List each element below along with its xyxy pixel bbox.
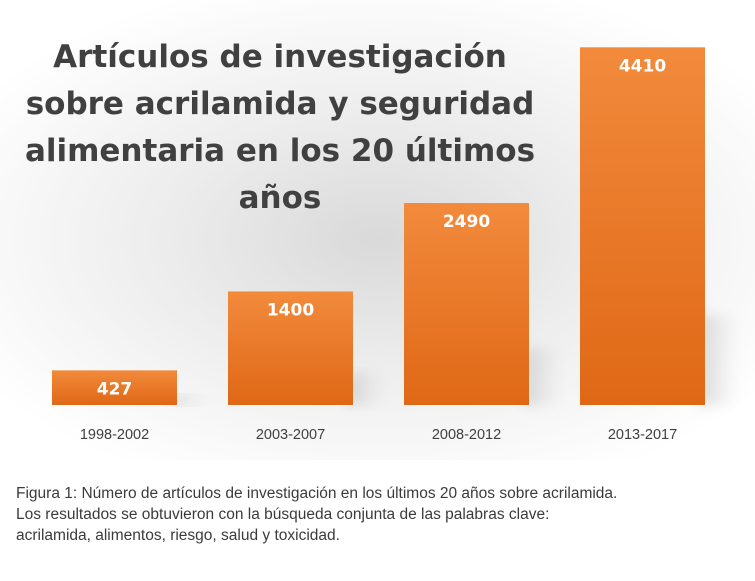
bar-1998-2002 [52,370,177,405]
data-label: 2490 [443,212,490,232]
figure-caption: Figura 1: Número de artículos de investi… [16,483,746,546]
bar-shadow [523,348,563,405]
bar-shadow [699,315,739,405]
bar-chart: 427 1400 2490 4410 1998-2002 2003-2007 2008-2… [52,47,739,443]
data-label: 427 [97,379,133,399]
bars [52,47,705,406]
bar-2003-2007 [228,291,353,405]
bar-labels: 427 1400 2490 4410 [97,56,667,399]
x-tick-label: 2008-2012 [432,427,501,443]
x-axis-tick-labels: 1998-2002 2003-2007 2008-2012 2013-2017 [80,427,677,443]
x-tick-label: 2003-2007 [256,427,325,443]
data-label: 4410 [619,56,666,76]
data-label: 1400 [267,300,314,320]
caption-line-2: Los resultados se obtuvieron con la búsq… [16,506,550,523]
bar-shadow [347,373,387,405]
x-tick-label: 2013-2017 [608,427,677,443]
bar-2013-2017 [580,47,705,406]
bar-shadow [171,395,211,405]
x-tick-label: 1998-2002 [80,427,149,443]
bar-shadows [171,315,739,405]
chart-area: 427 1400 2490 4410 1998-2002 2003-2007 2008-2… [0,0,755,460]
caption-line-3: acrilamida, alimentos, riesgo, salud y t… [16,527,340,544]
caption-line-1: Figura 1: Número de artículos de investi… [16,485,618,502]
chart-title: Artículos de investigación sobre acrilam… [24,39,536,216]
bar-2008-2012 [404,203,529,405]
